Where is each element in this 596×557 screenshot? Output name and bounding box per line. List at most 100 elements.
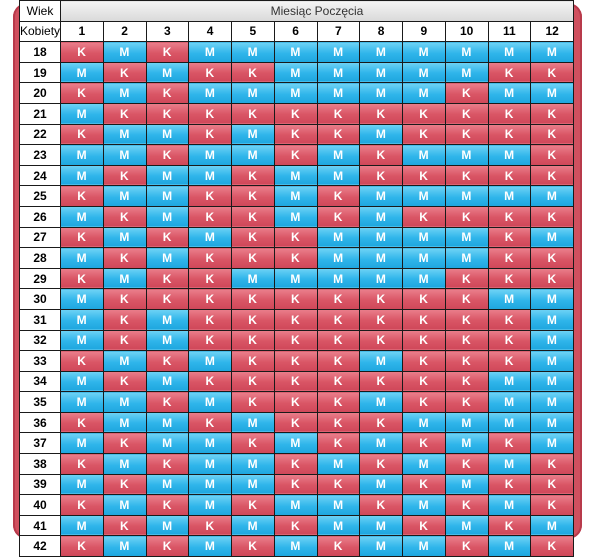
gender-cell: K [487, 267, 532, 290]
month-header-12: 12 [530, 20, 574, 43]
gender-cell: K [145, 535, 190, 557]
gender-cell: M [316, 61, 361, 84]
gender-cell: K [487, 164, 532, 187]
gender-cell: K [60, 226, 104, 249]
gender-cell: K [487, 205, 532, 228]
gender-cell: K [402, 308, 446, 331]
gender-cell: M [188, 226, 232, 249]
gender-cell: K [273, 123, 318, 146]
age-cell: 25 [19, 185, 61, 207]
gender-cell: M [60, 514, 104, 537]
gender-cell: M [444, 432, 489, 455]
gender-cell: K [102, 205, 147, 228]
age-cell: 30 [19, 288, 61, 310]
gender-cell: K [273, 226, 318, 249]
gender-cell: M [530, 329, 574, 352]
gender-cell: M [359, 226, 403, 249]
gender-cell: K [402, 164, 446, 187]
gender-cell: M [444, 226, 489, 249]
gender-cell: M [402, 247, 446, 269]
gender-cell: K [102, 473, 147, 496]
table-row: 21 M K K K K K K K K K K K [19, 102, 574, 125]
age-cell: 36 [19, 411, 61, 434]
gender-cell: K [444, 350, 489, 372]
gender-cell: M [530, 370, 574, 393]
gender-cell: K [231, 102, 275, 125]
gender-cell: K [231, 185, 275, 207]
gender-cell: M [444, 185, 489, 207]
gender-cell: K [145, 350, 190, 372]
gender-cell: K [188, 411, 232, 434]
gender-cell: K [444, 288, 489, 310]
gender-cell: K [316, 391, 361, 413]
gender-cell: M [316, 247, 361, 269]
gender-cell: K [487, 226, 532, 249]
gender-cell: M [402, 494, 446, 516]
gender-cell: M [359, 267, 403, 290]
gender-cell: M [359, 123, 403, 146]
gender-cell: M [402, 535, 446, 557]
table-row: 41 M K M K M K M M K M K M [19, 514, 574, 537]
gender-cell: K [487, 329, 532, 352]
gender-cell: K [530, 144, 574, 166]
age-cell: 19 [19, 61, 61, 84]
gender-cell: M [145, 329, 190, 352]
gender-cell: M [145, 61, 190, 84]
gender-cell: M [273, 82, 318, 104]
header-row-months: Kobiety 1 2 3 4 5 6 7 8 9 10 11 12 [19, 20, 574, 43]
gender-cell: K [359, 370, 403, 393]
gender-cell: K [444, 267, 489, 290]
month-header-10: 10 [444, 20, 489, 43]
gender-cell: K [444, 453, 489, 475]
gender-cell: M [102, 82, 147, 104]
gender-cell: K [402, 350, 446, 372]
gender-cell: K [402, 123, 446, 146]
gender-cell: K [60, 453, 104, 475]
gender-cell: K [444, 205, 489, 228]
gender-cell: M [273, 205, 318, 228]
gender-cell: M [487, 41, 532, 63]
gender-cell: M [530, 226, 574, 249]
gender-cell: M [316, 144, 361, 166]
gender-cell: M [316, 41, 361, 63]
month-title-header: Miesiąc Poczęcia [60, 0, 574, 22]
gender-cell: K [60, 350, 104, 372]
gender-cell: M [145, 247, 190, 269]
gender-cell: K [316, 411, 361, 434]
gender-cell: K [487, 123, 532, 146]
gender-cell: K [487, 514, 532, 537]
gender-cell: M [102, 267, 147, 290]
gender-cell: K [188, 61, 232, 84]
gender-cell: K [60, 82, 104, 104]
gender-cell: M [487, 535, 532, 557]
gender-cell: M [487, 370, 532, 393]
gender-cell: K [316, 432, 361, 455]
gender-cell: K [487, 308, 532, 331]
gender-cell: M [402, 82, 446, 104]
month-header-7: 7 [316, 20, 361, 43]
gender-cell: M [60, 102, 104, 125]
gender-cell: M [444, 411, 489, 434]
table-row: 30 M K K K K K K K K K M M [19, 288, 574, 310]
gender-cell: M [444, 247, 489, 269]
gender-cell: M [145, 514, 190, 537]
gender-cell: K [530, 123, 574, 146]
gender-cell: K [487, 102, 532, 125]
gender-cell: M [188, 41, 232, 63]
gender-cell: M [487, 494, 532, 516]
age-cell: 32 [19, 329, 61, 352]
gender-cell: M [316, 453, 361, 475]
table-row: 27 K M K M K K M M M M K M [19, 226, 574, 249]
gender-cell: K [188, 329, 232, 352]
gender-cell: K [273, 329, 318, 352]
gender-cell: K [316, 350, 361, 372]
table-row: 29 K M K K M M M M M K K K [19, 267, 574, 290]
age-cell: 37 [19, 432, 61, 455]
gender-cell: M [188, 453, 232, 475]
gender-cell: K [231, 432, 275, 455]
gender-cell: M [487, 453, 532, 475]
gender-cell: M [102, 391, 147, 413]
age-cell: 20 [19, 82, 61, 104]
gender-cell: K [444, 123, 489, 146]
gender-cell: M [102, 123, 147, 146]
